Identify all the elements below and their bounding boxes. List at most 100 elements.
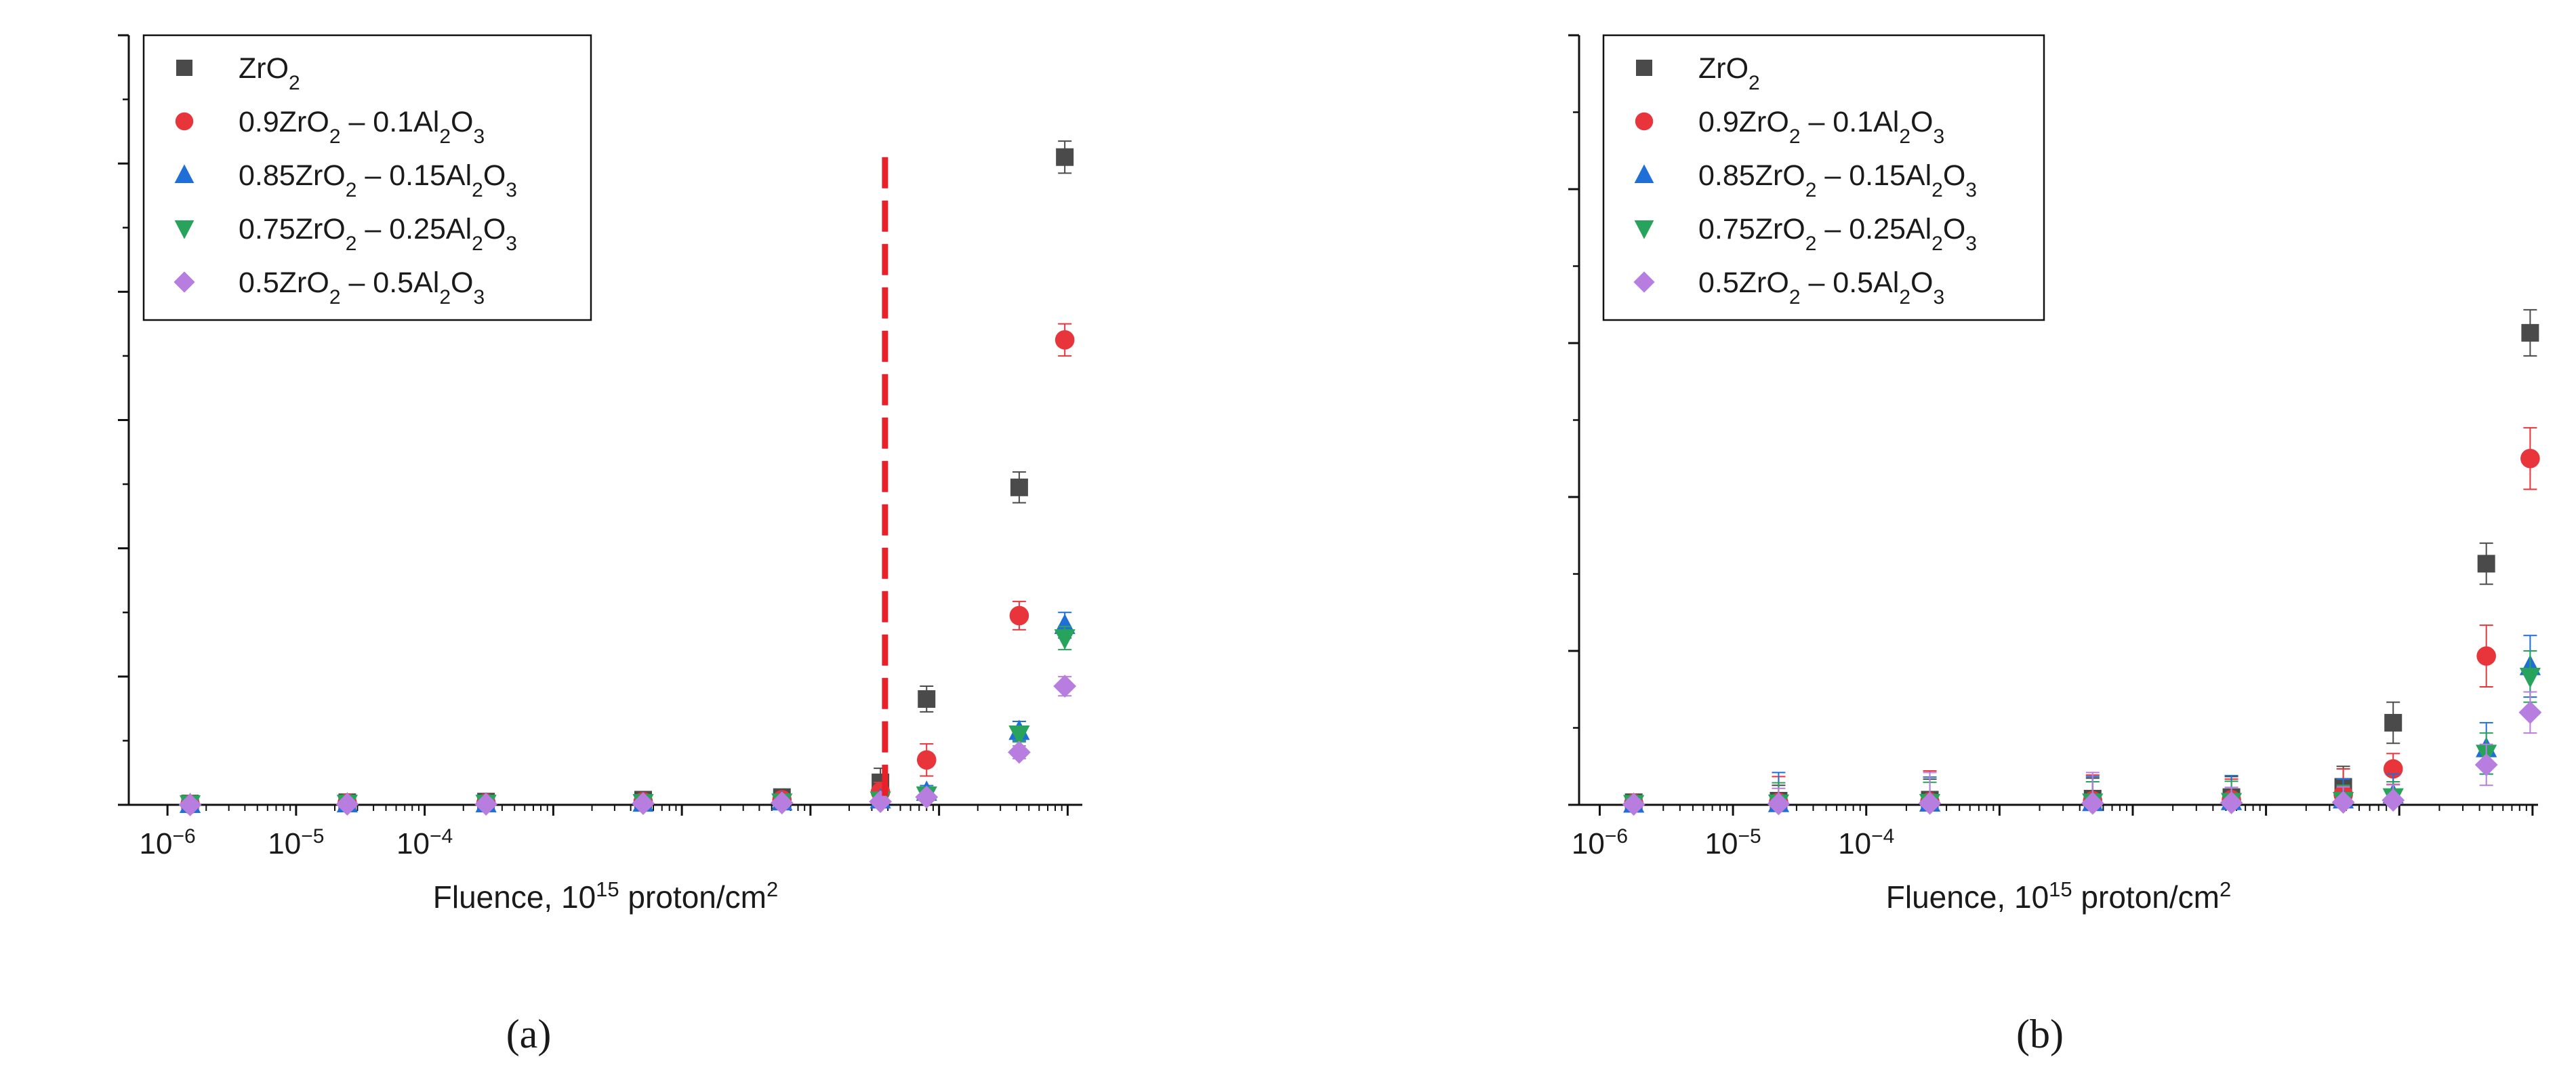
panel-a-caption: (a) <box>506 1012 552 1056</box>
data-point <box>915 785 939 809</box>
text-run: 2 <box>1789 125 1801 148</box>
legend-label: 0.5ZrO2 – 0.5Al2O3 <box>1698 266 1944 309</box>
data-point <box>2476 646 2496 666</box>
legend-label: 0.85ZrO2 – 0.15Al2O3 <box>1698 159 1977 201</box>
data-point <box>1054 629 1076 650</box>
text-run: 2 <box>329 125 341 148</box>
legend-marker <box>175 112 194 131</box>
text-run: 0.75ZrO <box>239 213 346 245</box>
text-run: Fluence, 10 <box>1886 879 2049 915</box>
text-run: O <box>1910 106 1933 138</box>
data-point <box>2521 323 2539 342</box>
text-run: 2 <box>1931 179 1943 201</box>
data-point <box>632 792 655 816</box>
legend-label: 0.5ZrO2 – 0.5Al2O3 <box>239 266 485 309</box>
text-run: 2 <box>1789 286 1801 309</box>
text-run: 0.5ZrO <box>239 266 329 299</box>
data-point <box>1053 675 1077 698</box>
text-run: Fluence, 10 <box>433 879 596 915</box>
x-axis-label: Fluence, 1015 proton/cm2 <box>433 877 778 915</box>
text-run: −6 <box>172 825 195 848</box>
data-point <box>2518 700 2542 724</box>
text-run: 2 <box>346 233 357 255</box>
legend-label: ZrO2 <box>239 52 300 94</box>
text-run: – 0.5Al <box>1801 266 1900 299</box>
legend-marker <box>173 271 195 293</box>
legend-label: 0.85ZrO2 – 0.15Al2O3 <box>239 159 517 201</box>
text-run: ZrO <box>239 52 289 85</box>
legend-frame <box>142 34 592 321</box>
data-point <box>2474 753 2498 776</box>
x-tick-label: 10−6 <box>140 825 196 861</box>
text-run: 2 <box>766 877 778 901</box>
text-run: 2 <box>329 286 341 309</box>
text-run: O <box>1943 159 1965 192</box>
data-point <box>1056 148 1074 166</box>
data-point <box>1622 793 1645 816</box>
text-run: −6 <box>1605 825 1628 848</box>
text-run: 2 <box>1749 72 1760 94</box>
text-run: 2 <box>472 179 483 201</box>
text-run: −5 <box>301 825 324 848</box>
text-run: – 0.15Al <box>356 159 472 192</box>
x-tick-label: 10−4 <box>1838 825 1894 861</box>
data-point <box>1767 792 1791 816</box>
legend-marker <box>1634 164 1654 183</box>
data-point <box>1055 330 1075 350</box>
legend-label: ZrO2 <box>1698 52 1760 94</box>
legend-marker <box>176 60 192 76</box>
legend-marker <box>1636 60 1652 76</box>
data-point <box>1054 614 1076 635</box>
text-run: – 0.1Al <box>1801 106 1900 138</box>
text-run: −4 <box>430 825 453 848</box>
data-point <box>474 793 498 816</box>
text-run: – 0.25Al <box>356 213 472 245</box>
x-tick-label: 10−5 <box>1705 825 1761 861</box>
text-run: 2 <box>2220 877 2231 901</box>
data-point <box>1009 605 1029 626</box>
text-run: 3 <box>473 286 485 309</box>
text-run: 2 <box>289 72 300 94</box>
text-run: 15 <box>596 877 619 901</box>
data-point <box>916 750 937 770</box>
data-point <box>2519 667 2541 688</box>
legend-label: 0.75ZrO2 – 0.25Al2O3 <box>1698 213 1977 255</box>
text-run: 2 <box>1805 233 1817 255</box>
data-point <box>869 790 893 814</box>
text-run: 2 <box>1899 286 1910 309</box>
text-run: 3 <box>1933 286 1944 309</box>
legend-marker <box>1633 271 1655 293</box>
legend-marker <box>1634 220 1654 239</box>
text-run: 2 <box>439 125 451 148</box>
text-run: 2 <box>1899 125 1910 148</box>
text-run: O <box>451 266 473 299</box>
text-run: 3 <box>1965 233 1977 255</box>
data-point <box>2381 789 2405 812</box>
legend-marker <box>174 164 195 183</box>
legend-frame <box>1602 34 2045 321</box>
panel-b-caption: (b) <box>2016 1012 2064 1056</box>
series-05 <box>178 675 1077 816</box>
text-run: 2 <box>1805 179 1817 201</box>
data-point <box>1010 478 1028 496</box>
data-point <box>178 793 202 816</box>
legend-marker <box>1635 112 1654 131</box>
data-point <box>2220 791 2243 814</box>
x-tick-label: 10−6 <box>1572 825 1628 861</box>
text-run: 2 <box>472 233 483 255</box>
text-run: 3 <box>506 233 517 255</box>
text-run: 10 <box>140 827 173 860</box>
text-run: proton/cm <box>2072 879 2220 915</box>
legend-label: 0.75ZrO2 – 0.25Al2O3 <box>239 213 517 255</box>
text-run: 2 <box>439 286 451 309</box>
legend-label: 0.9ZrO2 – 0.1Al2O3 <box>1698 106 1944 148</box>
text-run: 2 <box>346 179 357 201</box>
text-run: 10 <box>1838 827 1871 860</box>
data-point <box>1008 725 1030 746</box>
text-run: 0.85ZrO <box>1698 159 1805 192</box>
legend-marker <box>174 220 195 239</box>
data-point <box>2520 448 2540 469</box>
text-run: 0.5ZrO <box>1698 266 1789 299</box>
